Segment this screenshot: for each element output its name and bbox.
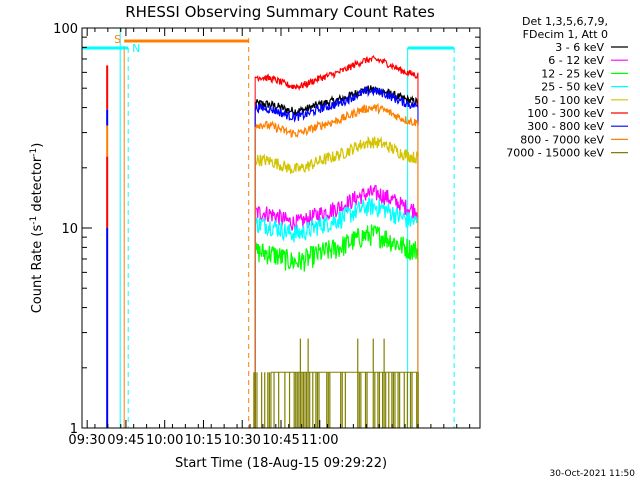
legend-entry-label: 800 - 7000 keV	[520, 133, 604, 146]
x-tick-label: 10:00	[146, 433, 183, 448]
legend-entry-label: 100 - 300 keV	[527, 107, 604, 120]
x-tick-label: 11:00	[301, 433, 338, 448]
legend-entry-label: 12 - 25 keV	[541, 67, 604, 80]
x-tick-label: 10:15	[185, 433, 222, 448]
legend-entry-label: 25 - 50 keV	[541, 81, 604, 94]
legend-header-line: FDecim 1, Att 0	[523, 28, 608, 41]
series-line-12-25-kev	[254, 224, 419, 272]
saa-marker-label: S	[114, 33, 121, 46]
series-line-3-6-kev	[254, 85, 419, 116]
x-tick-label: 10:30	[223, 433, 260, 448]
y-axis-label: Count Rate (s-1 detector-1)	[29, 143, 45, 314]
legend-entry-label: 300 - 800 keV	[527, 120, 604, 133]
x-tick-label: 09:30	[68, 433, 105, 448]
series-line-800-7000-kev	[254, 102, 419, 138]
axis-ticks: 09:30 09:45 10:00 10:15 10:30 10:45 11:00 1 10 10…	[53, 22, 480, 448]
legend-entry-label: 50 - 100 keV	[534, 94, 604, 107]
plot-area: SN	[81, 28, 455, 428]
y-tick-label: 10	[61, 222, 78, 237]
y-tick-label: 1	[70, 422, 78, 437]
night-marker-label: N	[132, 42, 140, 55]
x-axis-label: Start Time (18-Aug-15 09:29:22)	[175, 456, 387, 471]
legend-entry-label: 3 - 6 keV	[555, 41, 604, 54]
legend-entry-label: 7000 - 15000 keV	[506, 147, 604, 160]
chart-title: RHESSI Observing Summary Count Rates	[125, 3, 435, 21]
y-tick-label: 100	[53, 22, 78, 37]
legend: Det 1,3,5,6,7,9,FDecim 1, Att 03 - 6 keV…	[506, 15, 628, 160]
legend-header-line: Det 1,3,5,6,7,9,	[522, 15, 608, 28]
x-tick-label: 09:45	[107, 433, 144, 448]
series-line-300-800-kev	[254, 85, 419, 123]
series-line-100-300-kev	[254, 55, 419, 91]
x-tick-label: 10:45	[262, 433, 299, 448]
legend-entry-label: 6 - 12 keV	[548, 54, 604, 67]
series-line-25-50-kev	[254, 197, 419, 243]
timestamp: 30-Oct-2021 11:50	[550, 469, 636, 479]
series-line-50-100-kev	[254, 135, 419, 174]
